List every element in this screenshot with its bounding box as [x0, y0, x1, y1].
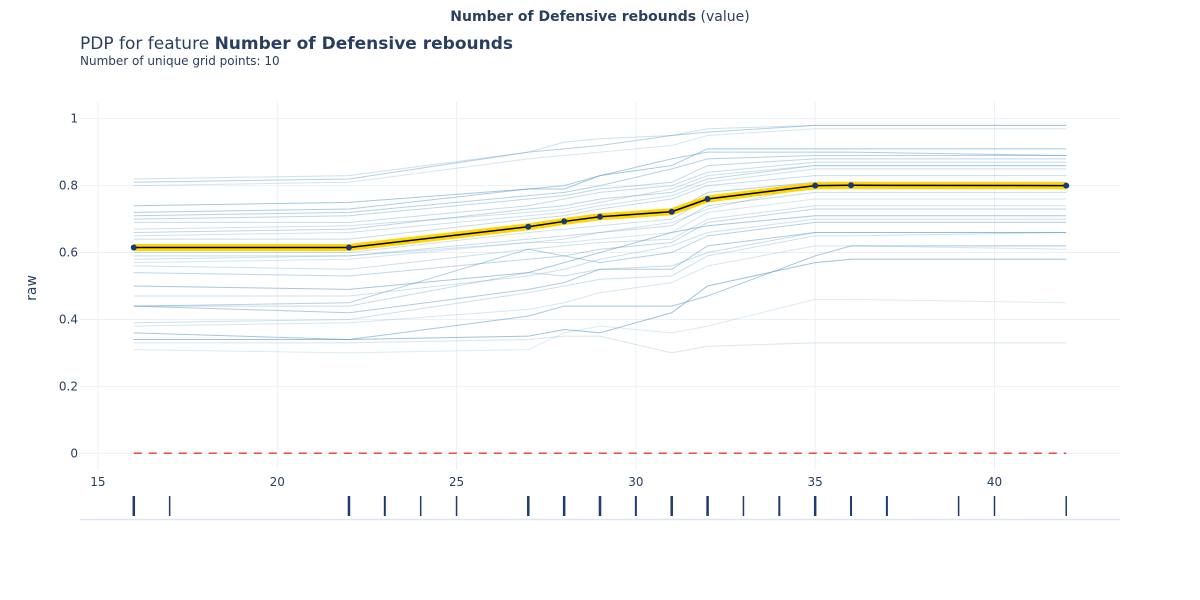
ice-line: [133, 168, 1067, 237]
ice-line: [133, 161, 1067, 223]
ice-line: [133, 208, 1067, 277]
chart-title: PDP for feature Number of Defensive rebo…: [80, 34, 513, 54]
y-tick-label: 0: [70, 446, 78, 460]
ice-line: [133, 165, 1067, 230]
y-tick-label: 0.4: [59, 312, 78, 326]
ice-line: [133, 215, 1067, 290]
ice-lines: [133, 124, 1067, 354]
x-tick-label: 20: [270, 475, 285, 489]
y-tick-label: 0.2: [59, 379, 78, 393]
ice-line: [133, 155, 1067, 217]
pdp-point: [597, 213, 603, 220]
pdp-point: [561, 218, 568, 225]
y-tick-label: 0.6: [59, 246, 78, 260]
ice-line: [133, 165, 1067, 233]
pdp-point: [130, 244, 137, 251]
y-axis: 0 0.2 0.4 0.6 0.8 1: [59, 112, 78, 461]
x-axis: 15 20 25 30 35 40: [90, 475, 1002, 489]
rug-plot: [80, 496, 1120, 521]
ice-line: [133, 124, 1067, 183]
ice-line: [133, 191, 1067, 257]
ice-line: [133, 128, 1067, 187]
feature-value-suffix: (value): [700, 9, 750, 25]
pdp-point: [345, 244, 352, 251]
ice-line: [133, 188, 1067, 254]
y-tick-label: 1: [70, 112, 78, 126]
pdp-point: [848, 182, 855, 189]
x-tick-label: 15: [90, 475, 105, 489]
x-tick-label: 30: [628, 475, 643, 489]
ice-line: [133, 221, 1067, 307]
y-tick-label: 0.8: [59, 179, 78, 193]
ice-line: [133, 198, 1067, 264]
pdp-series: [130, 181, 1070, 252]
ice-line: [133, 205, 1067, 270]
pdp-point: [812, 182, 819, 189]
pdp-point: [668, 208, 675, 215]
ice-line: [133, 298, 1067, 354]
feature-name: Number of Defensive rebounds: [450, 9, 697, 25]
grid: [80, 102, 1120, 470]
chart-subtitle: Number of unique grid points: 10: [80, 54, 280, 68]
pdp-line: [133, 184, 1067, 249]
x-tick-label: 25: [449, 475, 464, 489]
pdp-point: [1063, 182, 1070, 189]
ice-line: [133, 245, 1067, 327]
ice-line: [133, 175, 1067, 240]
y-axis-label: raw: [24, 275, 40, 301]
ice-line: [133, 151, 1067, 213]
ice-line: [133, 158, 1067, 220]
x-tick-label: 40: [987, 475, 1002, 489]
ice-line: [133, 335, 1067, 354]
chart-title-feature: Number of Defensive rebounds: [214, 34, 514, 54]
pdp-point: [525, 223, 532, 230]
ice-line: [133, 148, 1067, 207]
ice-line: [133, 218, 1067, 297]
chart-title-prefix: PDP for feature: [80, 34, 210, 54]
pdp-point: [704, 196, 711, 203]
ice-line: [133, 124, 1067, 180]
ice-line: [133, 258, 1067, 341]
feature-value-title: Number of Defensive rebounds (value): [0, 9, 1200, 25]
ice-line: [133, 245, 1067, 341]
ice-line: [133, 231, 1067, 324]
ice-line: [133, 231, 1067, 314]
x-tick-label: 35: [808, 475, 823, 489]
